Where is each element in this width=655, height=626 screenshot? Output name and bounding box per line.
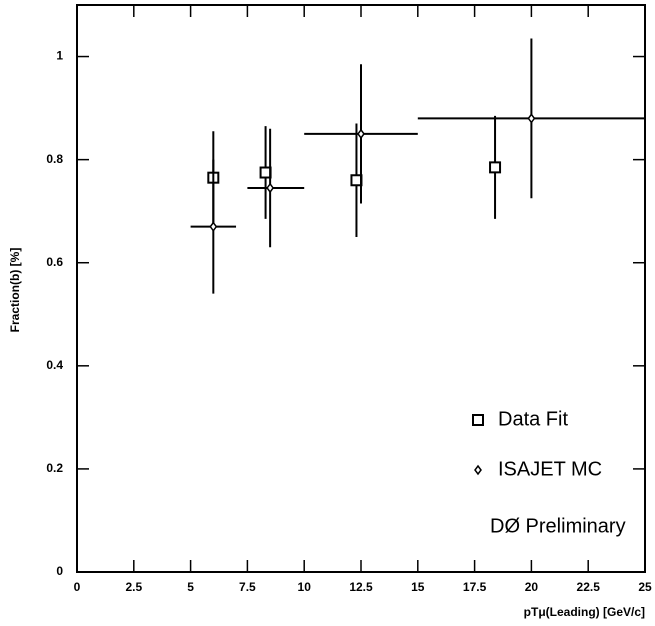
data-point [350, 174, 363, 187]
x-tick-label: 15 [411, 580, 425, 594]
y-tick-label: 0.4 [46, 358, 63, 372]
x-tick-label: 0 [74, 580, 81, 594]
x-tick-label: 2.5 [125, 580, 142, 594]
x-tick-label: 7.5 [239, 580, 256, 594]
data-point [209, 221, 218, 232]
legend-marker [474, 464, 482, 476]
x-tick-label: 25 [638, 580, 652, 594]
legend-marker [472, 414, 484, 426]
y-tick-label: 0.8 [46, 152, 63, 166]
y-tick-label: 1 [56, 49, 63, 63]
x-tick-label: 12.5 [349, 580, 373, 594]
x-tick-label: 20 [525, 580, 539, 594]
x-tick-label: 17.5 [463, 580, 487, 594]
x-tick-label: 10 [298, 580, 312, 594]
legend-label: ISAJET MC [498, 458, 602, 480]
y-tick-label: 0.6 [46, 255, 63, 269]
x-tick-label: 5 [187, 580, 194, 594]
x-tick-label: 22.5 [577, 580, 601, 594]
data-point [259, 166, 272, 179]
x-axis-label: pTμ(Leading) [GeV/c] [524, 605, 645, 619]
data-point [266, 182, 275, 194]
data-point [527, 113, 536, 124]
annotation: DØ Preliminary [490, 515, 626, 537]
y-tick-label: 0 [56, 564, 63, 578]
y-axis-label: Fraction(b) [%] [8, 248, 22, 333]
y-tick-label: 0.2 [46, 461, 63, 475]
legend-label: Data Fit [498, 408, 568, 430]
data-point [489, 161, 502, 174]
data-point [357, 128, 365, 140]
